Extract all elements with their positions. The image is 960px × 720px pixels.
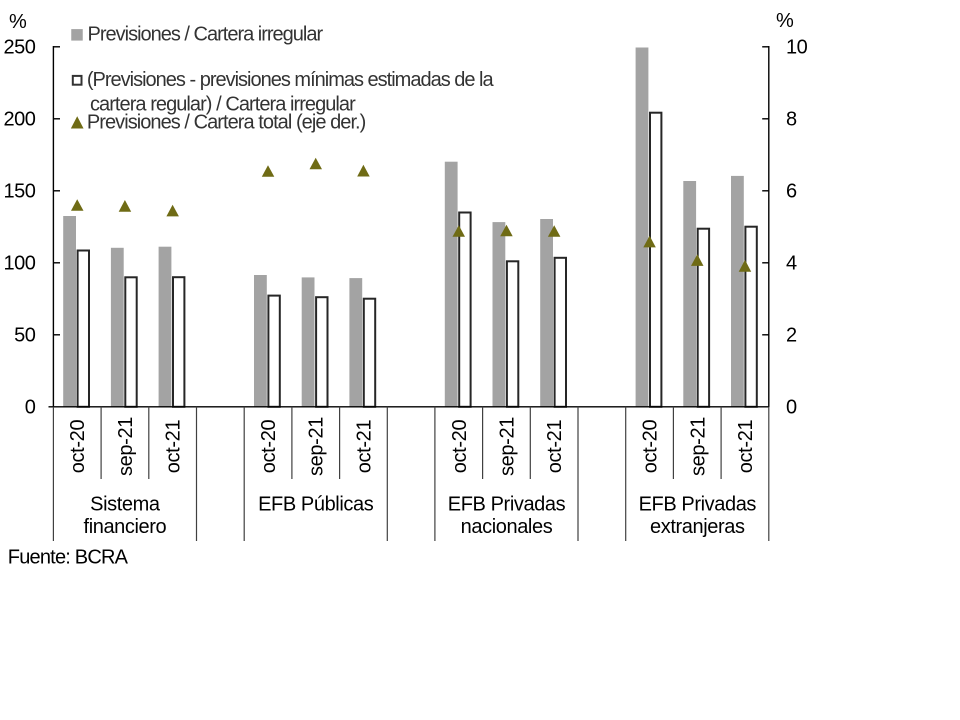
svg-text:Previsiones / Cartera total (e: Previsiones / Cartera total (eje der.) <box>87 112 366 134</box>
svg-text:EFB Privadas: EFB Privadas <box>448 494 566 516</box>
svg-text:oct-20: oct-20 <box>258 420 280 474</box>
svg-text:oct-21: oct-21 <box>544 420 566 474</box>
svg-text:250: 250 <box>4 37 36 59</box>
svg-text:Fuente: BCRA: Fuente: BCRA <box>8 547 129 569</box>
svg-text:sep-21: sep-21 <box>115 417 137 476</box>
svg-text:8: 8 <box>786 109 797 131</box>
svg-text:0: 0 <box>786 397 797 419</box>
svg-text:2: 2 <box>786 325 797 347</box>
svg-text:10: 10 <box>786 37 808 59</box>
svg-text:sep-21: sep-21 <box>497 417 519 476</box>
svg-text:6: 6 <box>786 181 797 203</box>
svg-text:extranjeras: extranjeras <box>650 516 745 538</box>
svg-text:150: 150 <box>4 181 36 203</box>
svg-text:oct-21: oct-21 <box>163 420 185 474</box>
svg-text:sep-21: sep-21 <box>306 417 328 476</box>
svg-text:oct-20: oct-20 <box>640 420 662 474</box>
svg-text:(Previsiones - previsiones mín: (Previsiones - previsiones mínimas estim… <box>87 69 495 91</box>
svg-text:oct-20: oct-20 <box>449 420 471 474</box>
svg-text:oct-21: oct-21 <box>735 420 757 474</box>
svg-text:financiero: financiero <box>84 516 167 538</box>
svg-text:cartera regular) / Cartera irr: cartera regular) / Cartera irregular <box>90 93 356 115</box>
svg-text:oct-20: oct-20 <box>67 420 89 474</box>
svg-text:%: % <box>776 10 794 32</box>
svg-text:sep-21: sep-21 <box>687 417 709 476</box>
svg-text:Previsiones / Cartera irregula: Previsiones / Cartera irregular <box>88 24 324 46</box>
svg-text:nacionales: nacionales <box>461 516 553 538</box>
svg-text:EFB Públicas: EFB Públicas <box>258 494 374 516</box>
svg-text:100: 100 <box>4 253 36 275</box>
svg-text:200: 200 <box>4 109 36 131</box>
svg-text:50: 50 <box>14 325 36 347</box>
svg-text:oct-21: oct-21 <box>353 420 375 474</box>
svg-text:EFB Privadas: EFB Privadas <box>639 494 757 516</box>
svg-text:%: % <box>9 11 27 33</box>
svg-text:Sistema: Sistema <box>90 494 161 516</box>
svg-text:0: 0 <box>25 397 36 419</box>
svg-text:4: 4 <box>786 253 797 275</box>
